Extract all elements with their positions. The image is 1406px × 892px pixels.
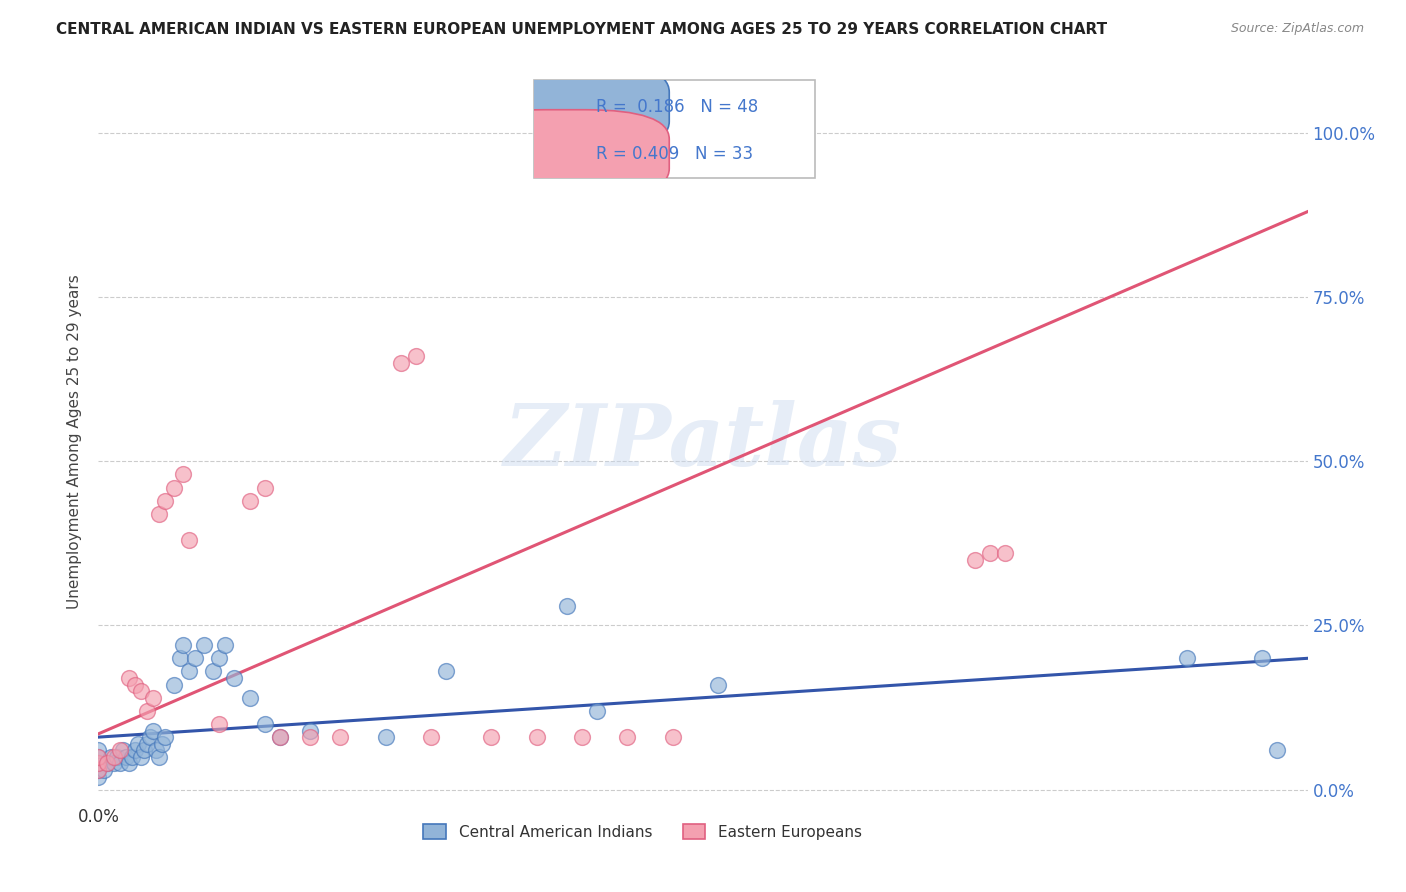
Point xyxy=(586,704,609,718)
Text: R = 0.409   N = 33: R = 0.409 N = 33 xyxy=(596,145,754,163)
Point xyxy=(103,756,125,771)
Point xyxy=(100,749,122,764)
Point xyxy=(129,749,152,764)
Point xyxy=(994,546,1017,560)
Legend: Central American Indians, Eastern Europeans: Central American Indians, Eastern Europe… xyxy=(418,818,868,846)
Point xyxy=(163,677,186,691)
Point xyxy=(526,730,548,744)
Point xyxy=(96,756,118,771)
Point xyxy=(239,493,262,508)
Point xyxy=(374,730,396,744)
Text: ZIPatlas: ZIPatlas xyxy=(503,400,903,483)
Point xyxy=(87,763,110,777)
Point xyxy=(103,749,125,764)
Point xyxy=(87,756,110,771)
Point xyxy=(1267,743,1289,757)
Point xyxy=(124,677,146,691)
Point xyxy=(179,665,201,679)
Point xyxy=(193,638,215,652)
Point xyxy=(87,749,110,764)
Point xyxy=(145,743,167,757)
Point xyxy=(139,730,162,744)
Point xyxy=(239,690,262,705)
Point xyxy=(979,546,1001,560)
Point xyxy=(153,493,176,508)
Point xyxy=(481,730,503,744)
Point xyxy=(87,756,110,771)
Point xyxy=(172,467,194,482)
Point xyxy=(420,730,443,744)
Point xyxy=(1251,651,1274,665)
FancyBboxPatch shape xyxy=(461,62,669,151)
Point xyxy=(616,730,638,744)
Point xyxy=(87,763,110,777)
Point xyxy=(142,723,165,738)
Point xyxy=(124,743,146,757)
Point xyxy=(127,737,149,751)
Point xyxy=(118,756,141,771)
Point xyxy=(269,730,291,744)
Point xyxy=(707,677,730,691)
Point xyxy=(150,737,173,751)
Point xyxy=(299,723,322,738)
Point xyxy=(269,730,291,744)
Point xyxy=(965,553,987,567)
Point xyxy=(129,684,152,698)
FancyBboxPatch shape xyxy=(534,80,815,178)
Point xyxy=(555,599,578,613)
Point xyxy=(96,756,118,771)
Point xyxy=(661,730,683,744)
Point xyxy=(148,507,170,521)
Point xyxy=(202,665,225,679)
Point xyxy=(1175,651,1198,665)
Point xyxy=(179,533,201,547)
Point xyxy=(135,704,157,718)
Point xyxy=(329,730,352,744)
Point xyxy=(121,749,143,764)
FancyBboxPatch shape xyxy=(461,110,669,198)
Point xyxy=(214,638,236,652)
Point xyxy=(114,749,136,764)
Point xyxy=(135,737,157,751)
Point xyxy=(224,671,246,685)
Point xyxy=(434,665,457,679)
Point xyxy=(299,730,322,744)
Point xyxy=(87,770,110,784)
Point xyxy=(108,756,131,771)
Point xyxy=(163,481,186,495)
Point xyxy=(87,749,110,764)
Point xyxy=(208,717,231,731)
Point xyxy=(142,690,165,705)
Point xyxy=(208,651,231,665)
Point xyxy=(87,743,110,757)
Point xyxy=(111,743,134,757)
Point xyxy=(405,349,427,363)
Point xyxy=(93,763,115,777)
Point xyxy=(105,749,128,764)
Text: Source: ZipAtlas.com: Source: ZipAtlas.com xyxy=(1230,22,1364,36)
Point xyxy=(253,717,276,731)
Point xyxy=(153,730,176,744)
Point xyxy=(172,638,194,652)
Text: R =  0.186   N = 48: R = 0.186 N = 48 xyxy=(596,98,758,116)
Point xyxy=(253,481,276,495)
Point xyxy=(132,743,155,757)
Point xyxy=(389,356,412,370)
Point xyxy=(169,651,191,665)
Point xyxy=(118,671,141,685)
Point xyxy=(148,749,170,764)
Text: CENTRAL AMERICAN INDIAN VS EASTERN EUROPEAN UNEMPLOYMENT AMONG AGES 25 TO 29 YEA: CENTRAL AMERICAN INDIAN VS EASTERN EUROP… xyxy=(56,22,1108,37)
Point xyxy=(184,651,207,665)
Y-axis label: Unemployment Among Ages 25 to 29 years: Unemployment Among Ages 25 to 29 years xyxy=(67,274,83,609)
Point xyxy=(571,730,593,744)
Point xyxy=(108,743,131,757)
